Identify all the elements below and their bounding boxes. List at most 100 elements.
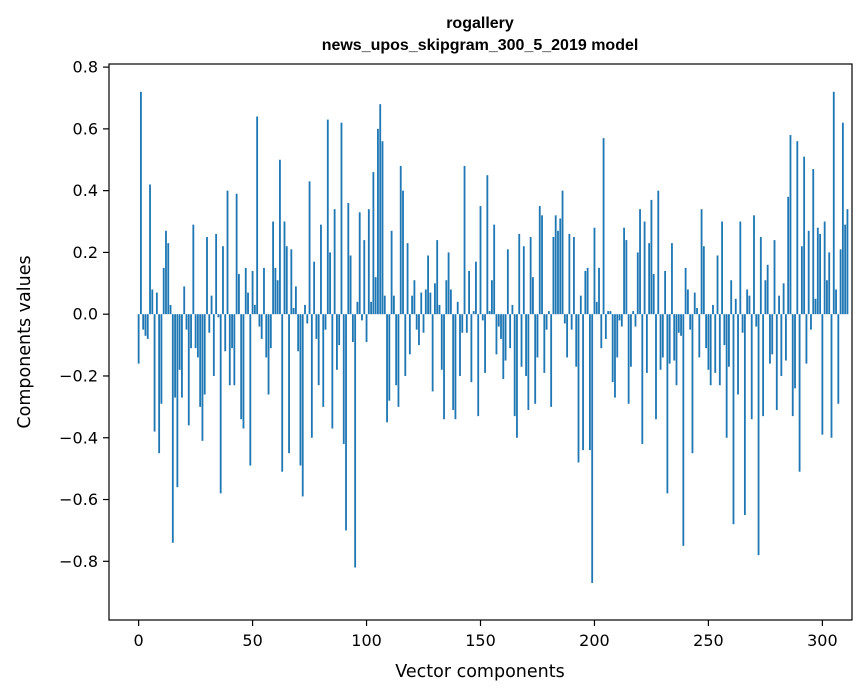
bar (493, 224, 496, 315)
bar (518, 233, 521, 315)
bar (392, 295, 395, 315)
bar (167, 243, 170, 315)
bar (495, 314, 498, 355)
bar (566, 314, 569, 358)
bar (447, 252, 450, 315)
bar (443, 314, 445, 420)
bar (787, 196, 790, 315)
bar (600, 314, 603, 349)
bar (479, 206, 482, 315)
y-tick-label: −0.4 (59, 428, 98, 447)
bar (520, 314, 523, 367)
bar (299, 314, 302, 466)
bar (235, 193, 238, 315)
bar (700, 209, 703, 315)
bar (402, 190, 404, 315)
bar (452, 314, 455, 410)
bar (151, 289, 154, 315)
bar (682, 314, 685, 546)
bar (618, 314, 621, 321)
y-tick-label: 0.2 (73, 243, 98, 262)
bar (153, 314, 156, 432)
bar (773, 240, 776, 315)
bar (338, 314, 341, 346)
x-tick-label: 100 (351, 631, 382, 650)
bar (158, 314, 161, 454)
bar (645, 314, 648, 373)
bar (381, 141, 384, 315)
bar (372, 172, 375, 315)
bar (577, 314, 580, 463)
bar (196, 314, 199, 358)
bar (174, 314, 176, 398)
bar (315, 314, 318, 339)
bar (554, 215, 557, 315)
bar (709, 314, 712, 386)
bar (602, 138, 605, 315)
bar (242, 314, 245, 429)
bar (668, 314, 671, 364)
bar (664, 270, 667, 315)
bar (294, 286, 297, 315)
bar (199, 314, 202, 407)
bar (691, 314, 694, 454)
bar (561, 190, 564, 315)
bar (655, 314, 657, 420)
bar (333, 209, 336, 315)
bar (778, 295, 780, 315)
bar (267, 314, 270, 395)
bar (310, 314, 313, 438)
bar (486, 175, 489, 315)
bar (748, 295, 751, 315)
bar (427, 255, 429, 315)
bar (363, 240, 366, 315)
bar (559, 218, 562, 315)
bar (449, 289, 452, 315)
bar (616, 314, 619, 358)
bar (819, 233, 821, 315)
bar (712, 304, 714, 315)
bar (816, 227, 819, 315)
bar (598, 267, 600, 315)
y-tick-label: 0.4 (73, 181, 98, 200)
bar (331, 314, 334, 429)
bar (212, 314, 215, 376)
bar (620, 314, 623, 327)
bar (345, 314, 347, 531)
bar (149, 184, 151, 315)
bar (532, 277, 534, 315)
bar (187, 314, 190, 426)
bar (835, 289, 837, 315)
bar (837, 314, 840, 404)
bar (677, 314, 680, 333)
x-tick-label: 50 (242, 631, 262, 650)
bar (354, 314, 357, 568)
bar (529, 236, 532, 315)
bar (420, 292, 423, 315)
bar (611, 314, 614, 383)
y-axis-label: Components values (15, 255, 35, 428)
bar (789, 135, 792, 315)
bar (693, 292, 696, 315)
bar (438, 304, 441, 315)
bar (666, 314, 669, 494)
bar (764, 280, 767, 315)
bar (358, 212, 361, 315)
bar (721, 221, 723, 315)
bar (648, 243, 651, 315)
bar (536, 314, 539, 358)
bar (844, 224, 847, 315)
bar (652, 274, 655, 315)
bar (347, 203, 350, 315)
bar (445, 280, 448, 315)
bar (434, 283, 436, 315)
bar (481, 314, 484, 321)
bar (361, 314, 363, 321)
x-tick-label: 200 (579, 631, 610, 650)
bar (550, 314, 553, 407)
bar (424, 289, 427, 315)
bar (342, 314, 345, 444)
x-axis-label: Vector components (395, 662, 564, 682)
bar (823, 221, 826, 315)
bar (365, 314, 368, 342)
